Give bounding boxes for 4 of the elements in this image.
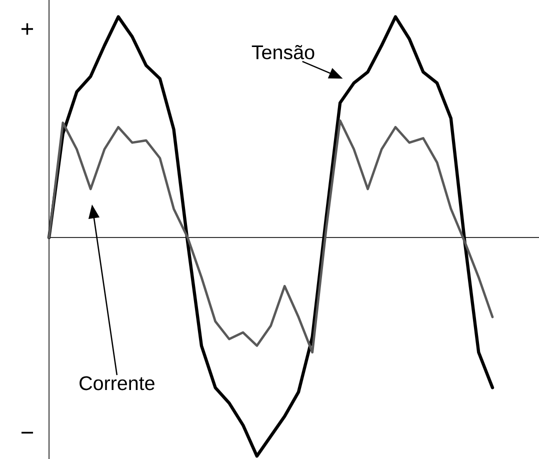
text: Corrente [80, 376, 154, 390]
text: Tensão [252, 44, 314, 60]
text: − [22, 432, 34, 434]
text: + [22, 23, 34, 35]
